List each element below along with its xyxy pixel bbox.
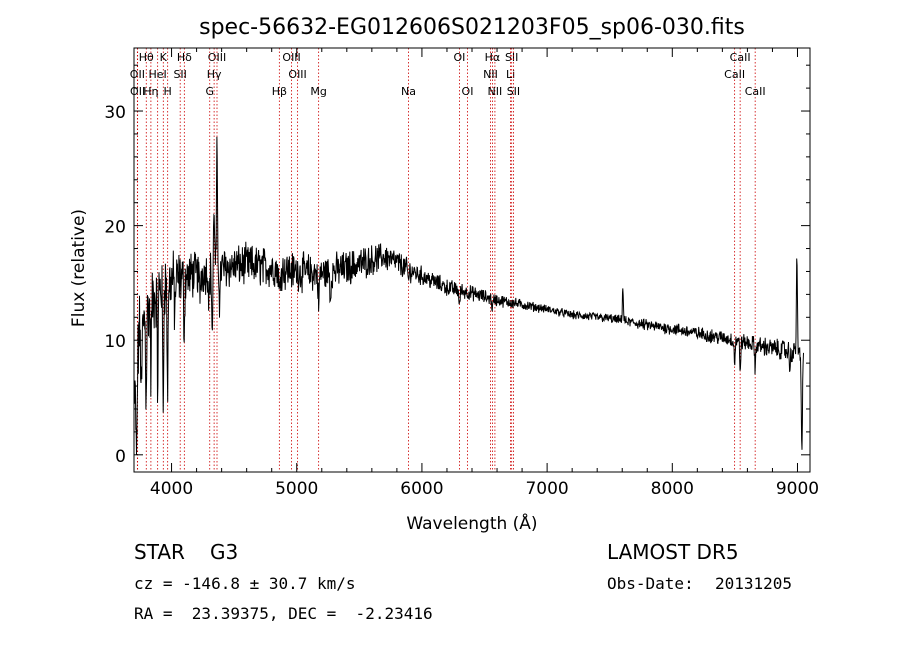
line-marker-label: OIII	[282, 51, 300, 64]
line-marker-label: Mg	[310, 85, 326, 98]
line-marker-label: OIII	[208, 51, 226, 64]
line-marker-label: OI	[462, 85, 474, 98]
x-tick-label: 7000	[525, 479, 568, 499]
line-marker-label: SII	[505, 51, 518, 64]
y-tick-label: 30	[104, 103, 126, 123]
line-marker-label: Hα	[485, 51, 501, 64]
line-marker-label: Li	[506, 68, 515, 81]
line-marker-label: CaII	[724, 68, 745, 81]
line-marker-label: CaII	[730, 51, 751, 64]
x-tick-label: 9000	[776, 479, 819, 499]
x-tick-label: 5000	[275, 479, 318, 499]
line-marker-label: Hθ	[139, 51, 154, 64]
line-marker-label: G	[205, 85, 214, 98]
obs-date-label: Obs-Date:	[607, 574, 694, 593]
line-marker-label: Hβ	[272, 85, 287, 98]
line-marker-label: H	[164, 85, 172, 98]
y-axis-label: Flux (relative)	[69, 209, 89, 327]
x-axis-label: Wavelength (Å)	[406, 512, 537, 534]
line-marker-label: SII	[507, 85, 520, 98]
coordinates: RA = 23.39375, DEC = -2.23416	[134, 604, 433, 623]
line-marker-label: NII	[483, 68, 498, 81]
line-marker-label: CaII	[745, 85, 766, 98]
line-marker-label: SII	[173, 68, 186, 81]
y-tick-label: 20	[104, 218, 126, 238]
line-marker-label: Na	[401, 85, 416, 98]
axes: 4000 5000 6000 7000 8000 9000 0 10 20 30	[104, 48, 819, 499]
object-class: STAR	[134, 540, 185, 564]
x-tick-label: 8000	[651, 479, 694, 499]
line-marker-label: Hγ	[207, 68, 222, 81]
line-marker-label: HeI	[149, 68, 167, 81]
x-tick-label: 6000	[400, 479, 443, 499]
y-tick-label: 10	[104, 332, 126, 352]
line-marker-label: NII	[488, 85, 503, 98]
line-marker-label: Hδ	[177, 51, 192, 64]
redshift-velocity: cz = -146.8 ± 30.7 km/s	[134, 574, 356, 593]
line-marker-label: Hη	[143, 85, 158, 98]
chart-title: spec-56632-EG012606S021203F05_sp06-030.f…	[199, 15, 745, 40]
line-marker-label: OIII	[288, 68, 306, 81]
object-subclass: G3	[210, 540, 239, 564]
line-marker-label: K	[160, 51, 168, 64]
survey-name: LAMOST DR5	[607, 540, 739, 564]
x-tick-label: 4000	[150, 479, 193, 499]
y-tick-label: 0	[115, 447, 126, 467]
line-marker-label: OI	[454, 51, 466, 64]
spectrum-line	[134, 136, 804, 455]
obs-date-value: 20131205	[715, 574, 793, 593]
